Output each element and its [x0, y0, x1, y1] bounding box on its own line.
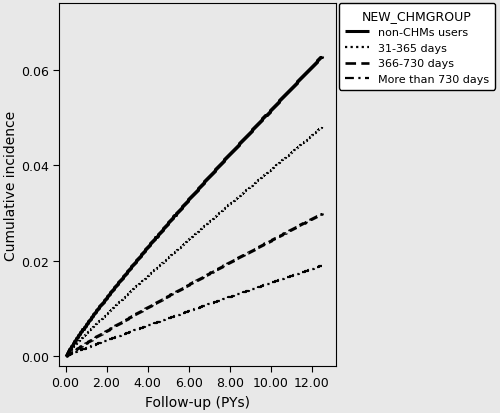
Legend: non-CHMs users, 31-365 days, 366-730 days, More than 730 days: non-CHMs users, 31-365 days, 366-730 day…	[339, 4, 494, 90]
non-CHMs users	[319, 54, 325, 59]
31-365 days	[273, 164, 279, 169]
non-CHMs users	[215, 164, 221, 169]
non-CHMs users	[62, 354, 68, 359]
31-365 days	[215, 212, 221, 217]
More than 730 days	[186, 309, 192, 314]
X-axis label: Follow-up (PYs): Follow-up (PYs)	[146, 395, 250, 409]
366-730 days	[319, 211, 325, 216]
More than 730 days	[62, 354, 68, 359]
31-365 days	[319, 126, 325, 131]
non-CHMs users	[313, 60, 319, 65]
Line: More than 730 days: More than 730 days	[66, 266, 322, 356]
366-730 days	[184, 283, 190, 288]
31-365 days	[313, 131, 319, 135]
366-730 days	[215, 266, 221, 271]
More than 730 days	[273, 279, 279, 284]
More than 730 days	[313, 266, 319, 271]
Line: non-CHMs users: non-CHMs users	[66, 57, 322, 356]
366-730 days	[313, 214, 319, 219]
More than 730 days	[319, 263, 325, 268]
31-365 days	[186, 237, 192, 242]
Line: 366-730 days: 366-730 days	[66, 214, 322, 356]
Y-axis label: Cumulative incidence: Cumulative incidence	[4, 110, 18, 260]
non-CHMs users	[273, 103, 279, 108]
non-CHMs users	[202, 180, 207, 185]
31-365 days	[184, 239, 190, 244]
366-730 days	[202, 274, 207, 279]
366-730 days	[62, 354, 68, 359]
non-CHMs users	[184, 199, 190, 204]
Line: 31-365 days: 31-365 days	[66, 128, 322, 356]
366-730 days	[273, 235, 279, 240]
More than 730 days	[215, 299, 221, 304]
non-CHMs users	[186, 197, 192, 202]
More than 730 days	[202, 304, 207, 309]
More than 730 days	[184, 309, 190, 314]
31-365 days	[62, 354, 68, 359]
31-365 days	[202, 224, 207, 229]
366-730 days	[186, 282, 192, 287]
